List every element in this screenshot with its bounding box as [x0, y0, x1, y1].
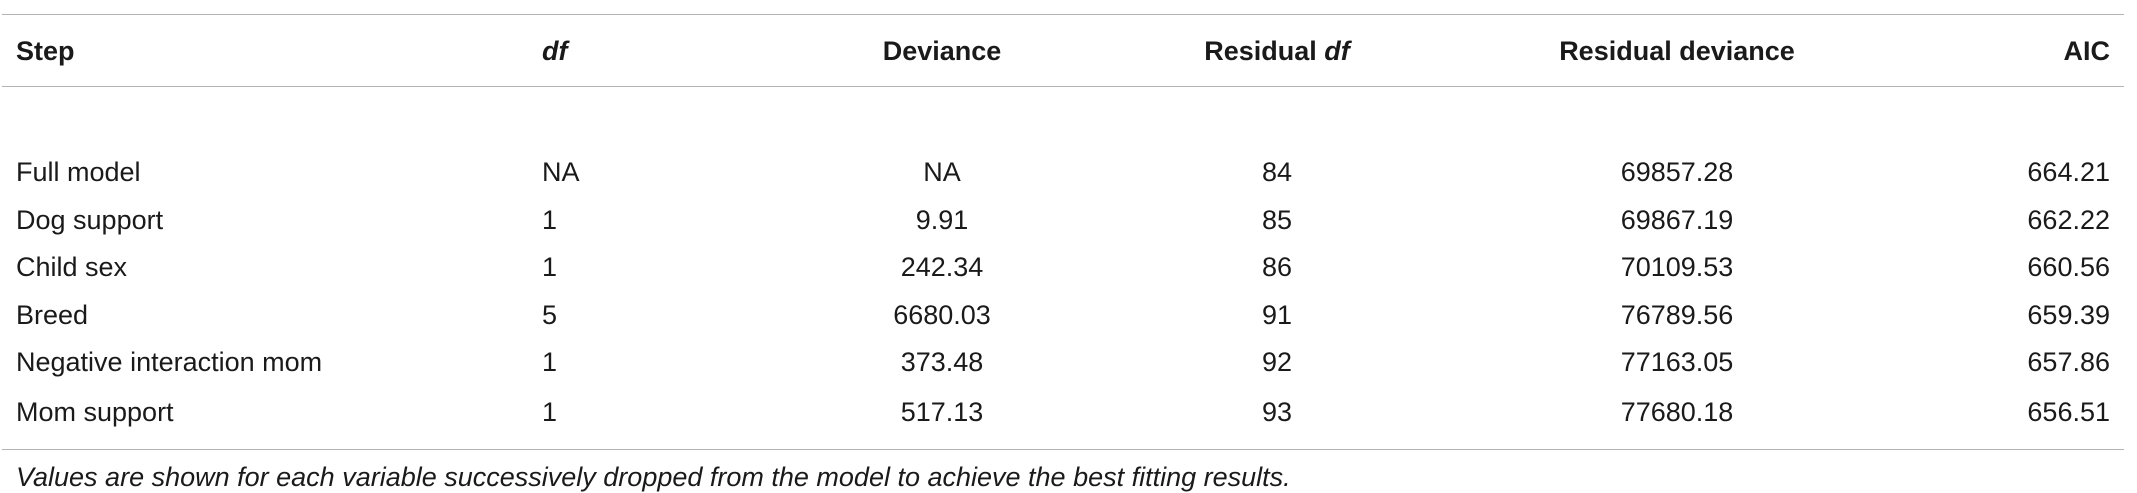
cell-deviance: 373.48 — [900, 347, 984, 378]
cell-df: 1 — [542, 252, 558, 283]
cell-residual-deviance: 77163.05 — [1620, 347, 1734, 378]
header-deviance: Deviance — [882, 35, 1002, 66]
cell-step: Negative interaction mom — [16, 347, 323, 378]
cell-deviance: 517.13 — [900, 397, 984, 427]
header-residual-df-prefix: Residual — [1204, 35, 1325, 66]
header-rule — [2, 86, 2124, 149]
cell-aic: 657.86 — [2027, 347, 2110, 378]
header-df: df — [542, 35, 568, 66]
cell-residual-df: 91 — [1261, 299, 1293, 330]
cell-step: Dog support — [16, 204, 164, 235]
cell-residual-df: 93 — [1261, 397, 1293, 427]
cell-step: Breed — [16, 299, 89, 330]
cell-step: Full model — [16, 157, 141, 188]
cell-residual-df: 86 — [1261, 252, 1293, 283]
cell-residual-df: 84 — [1261, 157, 1293, 188]
cell-df: 5 — [542, 299, 558, 330]
header-residual-deviance: Residual deviance — [1559, 35, 1795, 66]
cell-df: 1 — [542, 347, 558, 378]
cell-deviance: 6680.03 — [893, 299, 991, 330]
table-row: Breed 5 6680.03 91 76789.56 659.39 — [2, 292, 2124, 340]
cell-df: 1 — [542, 397, 558, 427]
bottom-rule — [2, 448, 2124, 450]
cell-residual-deviance: 69867.19 — [1620, 204, 1734, 235]
cell-residual-deviance: 69857.28 — [1620, 157, 1734, 188]
cell-step: Child sex — [16, 252, 128, 283]
cell-aic: 656.51 — [2027, 397, 2110, 427]
cell-aic: 662.22 — [2027, 204, 2110, 235]
header-step: Step — [16, 35, 75, 66]
cell-residual-df: 92 — [1261, 347, 1293, 378]
cell-deviance: 9.91 — [915, 204, 969, 235]
header-residual-df-italic: df — [1324, 35, 1350, 66]
cell-aic: 659.39 — [2027, 299, 2110, 330]
cell-deviance: 242.34 — [900, 252, 984, 283]
cell-df: 1 — [542, 204, 558, 235]
cell-df: NA — [542, 157, 580, 188]
table-row: Dog support 1 9.91 85 69867.19 662.22 — [2, 197, 2124, 245]
table-row: Negative interaction mom 1 373.48 92 771… — [2, 339, 2124, 387]
cell-residual-df: 85 — [1261, 204, 1293, 235]
top-rule — [2, 14, 2124, 15]
header-row: Step df Deviance Residual df Residual de… — [2, 15, 2124, 87]
cell-aic: 660.56 — [2027, 252, 2110, 283]
cell-deviance: NA — [923, 157, 961, 188]
header-residual-df: Residual df — [1092, 15, 1462, 87]
cell-residual-deviance: 77680.18 — [1620, 397, 1734, 427]
cell-residual-deviance: 76789.56 — [1620, 299, 1734, 330]
table-row: Full model NA NA 84 69857.28 664.21 — [2, 149, 2124, 197]
table-footnote: Values are shown for each variable succe… — [16, 461, 1291, 492]
cell-step: Mom support — [16, 397, 174, 427]
cell-aic: 664.21 — [2027, 157, 2110, 188]
header-rule-row — [2, 86, 2124, 149]
table-row: Mom support 1 517.13 93 77680.18 656.51 — [2, 387, 2124, 449]
cell-residual-deviance: 70109.53 — [1620, 252, 1734, 283]
header-aic: AIC — [2063, 35, 2111, 66]
table-row: Child sex 1 242.34 86 70109.53 660.56 — [2, 244, 2124, 292]
stepwise-results-table: Step df Deviance Residual df Residual de… — [2, 15, 2124, 449]
